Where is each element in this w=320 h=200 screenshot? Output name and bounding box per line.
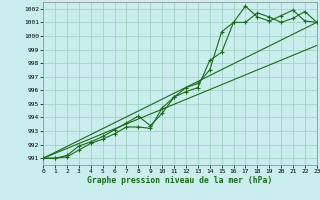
X-axis label: Graphe pression niveau de la mer (hPa): Graphe pression niveau de la mer (hPa) [87,176,273,185]
